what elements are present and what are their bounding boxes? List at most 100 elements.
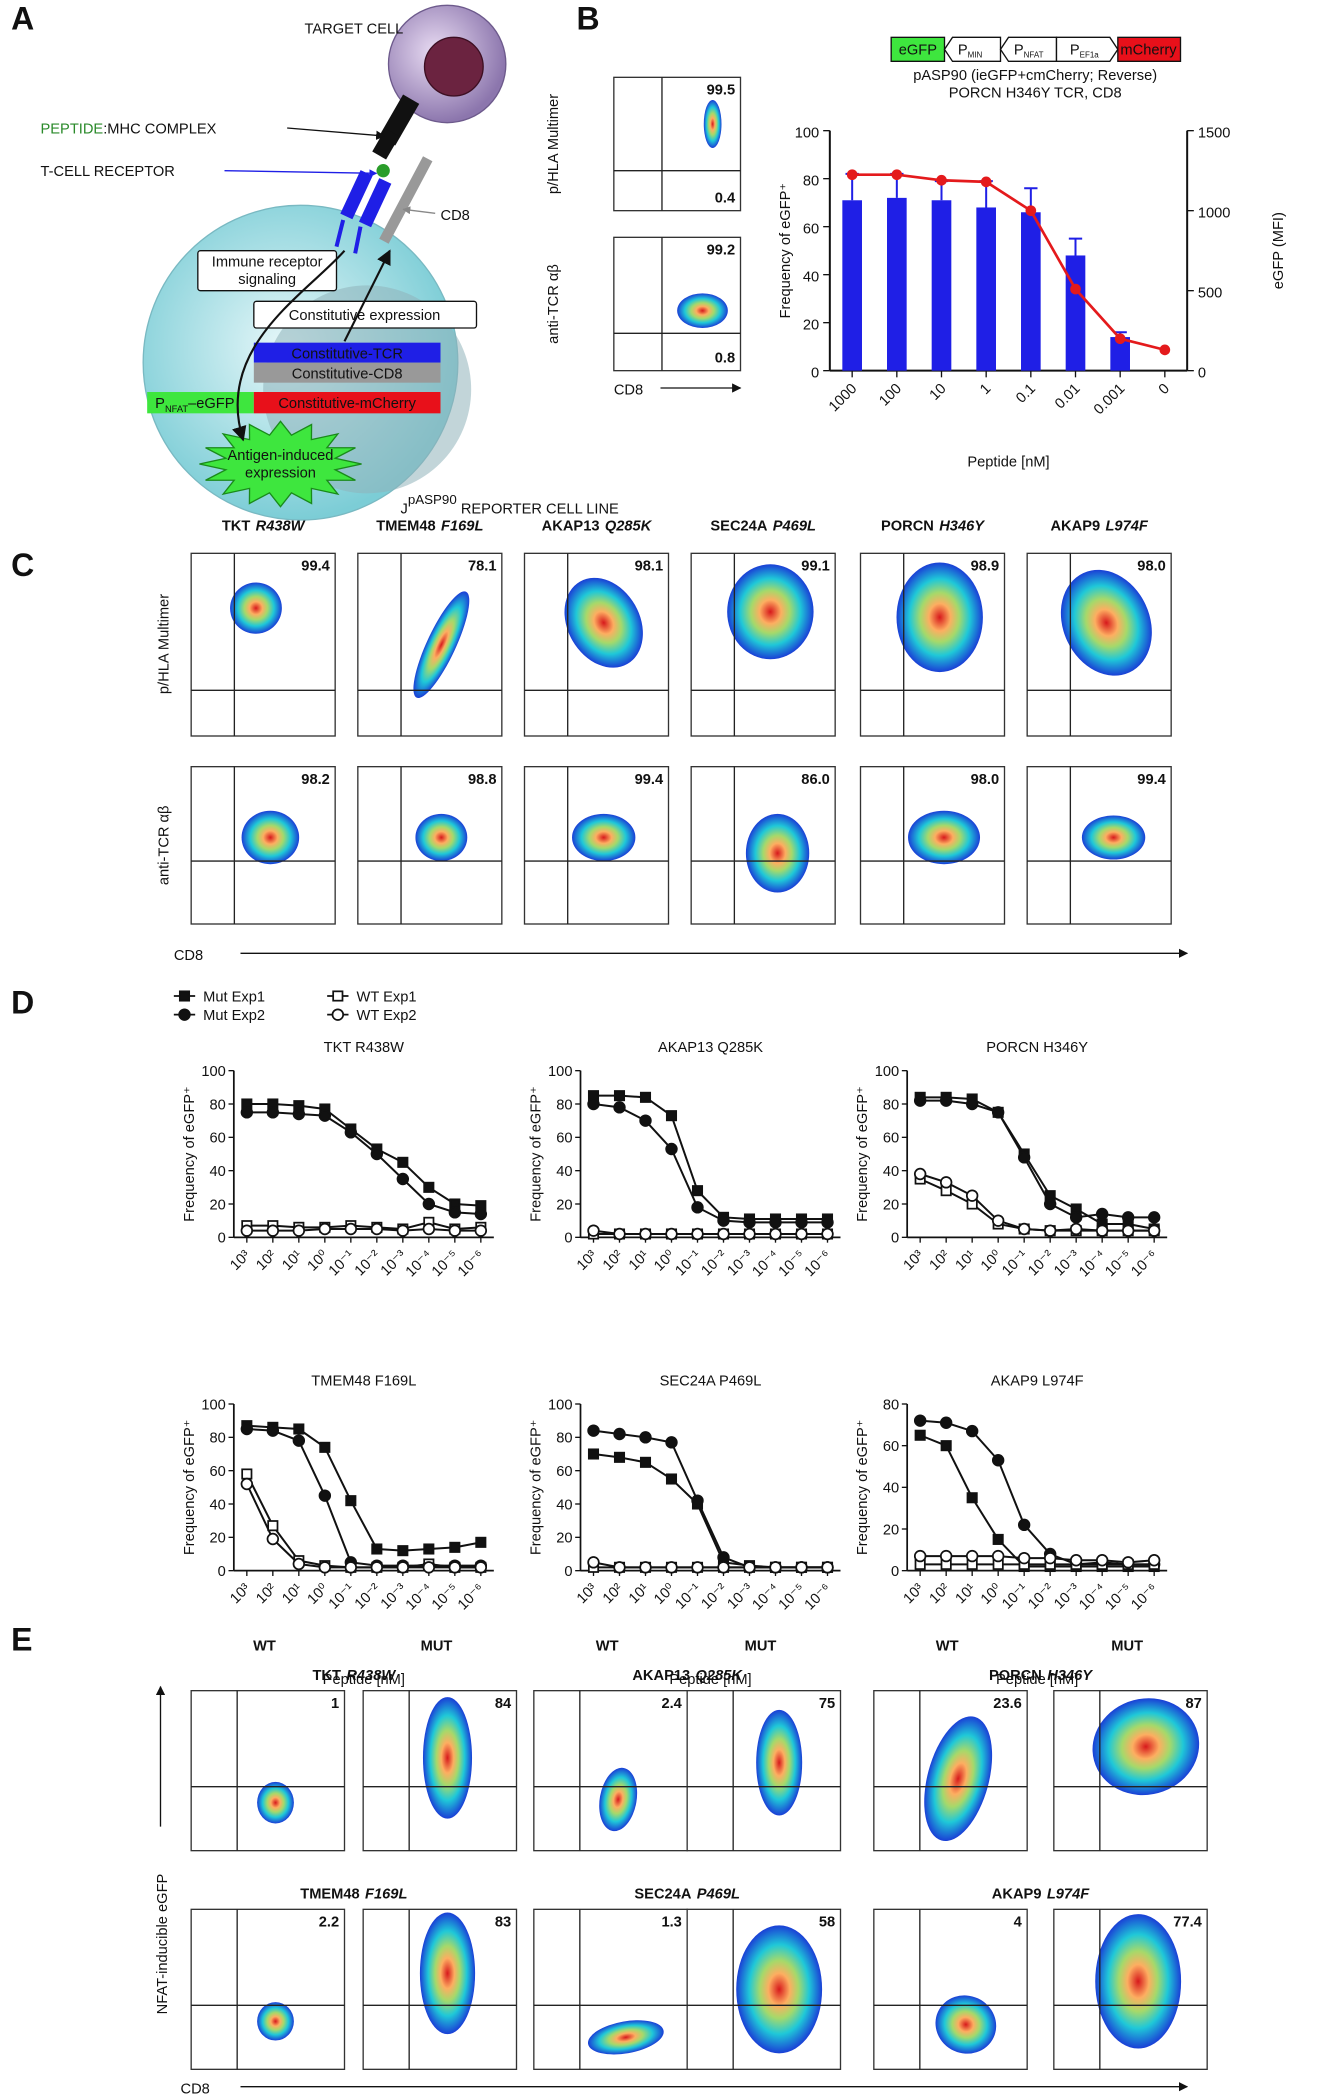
density-blob [756,1709,803,1816]
flow-plot [613,76,742,212]
cd8 [379,156,433,244]
line [919,1173,1155,1232]
line [246,1227,481,1232]
x-tick-label: 10¹ [279,1581,305,1607]
tcr-tail [353,226,363,254]
bar [1065,255,1086,371]
point [344,1126,358,1139]
point [821,1561,834,1574]
x-tick-label: 10¹ [953,1247,979,1273]
gate-percent: 98.0 [971,772,1000,788]
plot-title-part: PORCN [881,519,934,535]
gate-percent: 98.8 [468,772,497,788]
x-label: Peptide [nM] [996,1672,1078,1688]
x-tick-label: 100 [876,381,905,410]
plot-title: TKT R438W [222,519,306,535]
density-blob [422,1697,473,1819]
point [1017,1551,1031,1565]
plot-title-part: R438W [346,1668,396,1684]
point [939,1549,953,1563]
x-tick-label: 10⁻² [699,1247,731,1279]
plot-title: SEC24A P469L [634,1887,740,1903]
flow-plot [190,1689,346,1852]
point [769,1561,782,1574]
point [613,1427,626,1441]
x-tick-label: 10¹ [626,1581,652,1607]
density-blob [1092,1698,1200,1796]
density-blob [727,564,814,660]
target-label: TARGET CELL [305,21,404,37]
point [639,1091,652,1103]
y-tick-label: 40 [210,1497,226,1513]
line [246,1111,481,1215]
y-label: NFAT-inducible eGFP [155,1874,171,2015]
plot-title-part: AKAP9 [1050,519,1100,535]
y-tick-label: 40 [556,1497,572,1513]
y-label: Frequency of eGFP⁺ [182,1086,198,1222]
expr-arrow [343,249,391,342]
bar [1021,212,1041,371]
reporter-text-part: NFAT [165,404,188,414]
point [991,1214,1005,1227]
x-tick-label: 10⁻⁵ [776,1581,809,1614]
plot-title-part: AKAP13 [632,1668,690,1684]
y2-tick-label: 500 [1198,285,1222,301]
promoter [999,36,1058,62]
density-blob [241,810,300,865]
y-tick-label: 60 [556,1464,572,1480]
construct-text: eGFP [899,43,937,59]
box-text: Constitutive-mCherry [278,396,416,412]
point [665,1110,678,1122]
y-tick-label: 80 [556,1431,572,1447]
point [691,1185,704,1197]
x-tick-label: 10⁻⁵ [776,1248,809,1281]
gate-percent: 99.4 [635,772,664,788]
point [293,1423,305,1435]
plot-title-part: TKT [312,1668,341,1684]
legend-marker [331,1008,345,1021]
x-tick-label: 10⁻¹ [326,1247,358,1279]
x-tick-label: 10² [600,1247,626,1273]
promoter-text-part: EF1a [1080,50,1100,59]
x-tick-label: 10⁻¹ [326,1581,358,1613]
point [371,1543,383,1555]
gate-percent: 2.4 [661,1696,682,1712]
y-label: Frequency of eGFP⁺ [778,183,794,319]
point [587,1556,600,1569]
y2-tick-label: 1500 [1198,125,1231,141]
point [266,1224,280,1237]
plot-title: AKAP13 Q285K [542,519,653,535]
x-tick-label: 10⁻⁶ [455,1248,488,1281]
plot-title-part: Q285K [605,519,653,535]
cell-line-label: JpASP90 REPORTER CELL LINE [401,492,620,517]
plot-title-part: TKT [222,519,251,535]
point [292,1107,306,1121]
point [613,1561,626,1574]
y-tick-label: 20 [210,1197,226,1213]
point [474,1207,488,1221]
y-tick-label: 100 [201,1064,225,1080]
y2-tick-label: 0 [1198,365,1206,381]
y-label: Frequency of eGFP⁺ [182,1420,198,1556]
point [266,1106,280,1119]
plot-title-part: H346Y [939,519,985,535]
gate-percent: 2.2 [319,1915,339,1931]
x-tick-label: 10⁻² [699,1581,731,1613]
line [245,1473,481,1569]
star [199,420,362,508]
column-header: WT [596,1639,619,1655]
star-text: Antigen-induced [228,448,334,464]
cell-line-label-part: REPORTER CELL LINE [457,501,619,517]
point [1147,1554,1161,1567]
point [639,1456,652,1468]
gate-percent: 4 [1014,1915,1023,1931]
point [795,1216,808,1229]
plot-title: PORCN H346Y [881,519,985,535]
x-tick-label: 10⁻⁵ [1102,1581,1135,1614]
point [613,1227,626,1241]
point [475,1536,487,1548]
point [241,1468,253,1480]
x-tick-label: 10³ [901,1247,927,1273]
point [769,1216,782,1229]
line [593,1094,828,1220]
